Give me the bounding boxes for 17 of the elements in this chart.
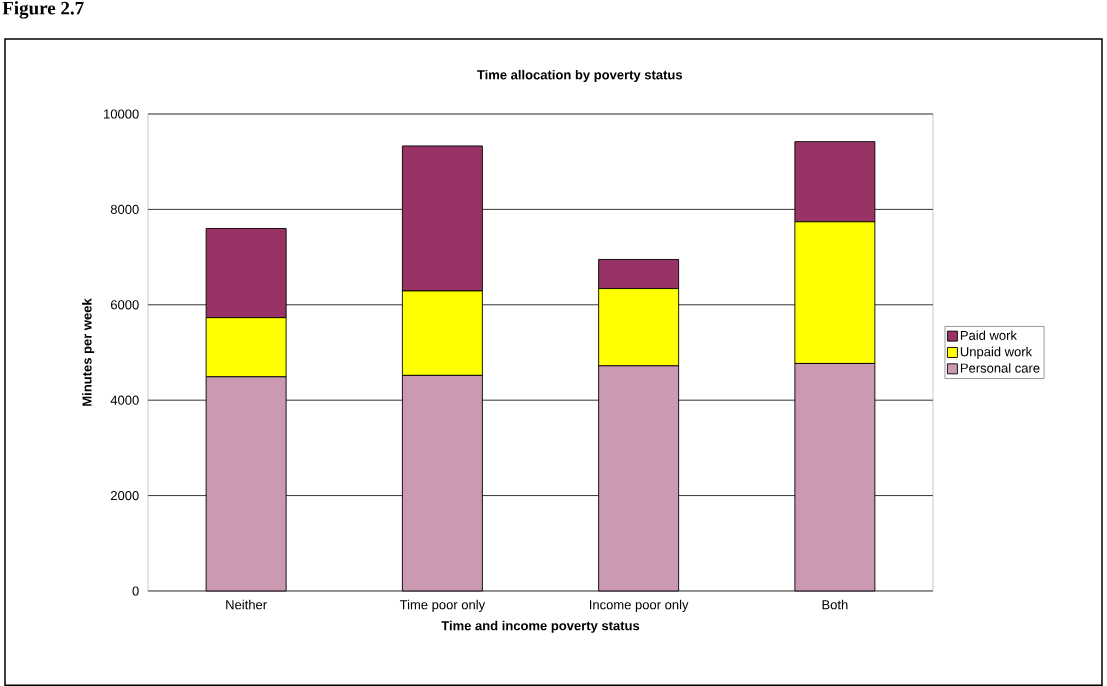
y-tick-label: 8000 [110,204,139,214]
y-tick-label: 0 [132,586,139,596]
y-tick-label: 6000 [110,300,139,310]
y-axis-title: Minutes per week [82,298,95,406]
legend-label: Personal care [960,363,1040,373]
x-axis-title: Time and income poverty status [441,620,640,633]
y-tick-label: 2000 [110,490,139,501]
legend-label: Unpaid work [960,346,1033,359]
chart-title: Time allocation by poverty status [477,69,683,83]
legend-label: Paid work [960,330,1017,340]
x-tick-label: Time poor only [399,599,486,612]
x-tick-label: Both [822,599,848,610]
y-tick-label: 4000 [110,395,139,405]
y-tick-label: 10000 [104,109,139,119]
caption: Figure 2.7 [2,1,84,19]
x-tick-label: Income poor only [589,599,689,612]
x-tick-label: Neither [226,599,267,610]
